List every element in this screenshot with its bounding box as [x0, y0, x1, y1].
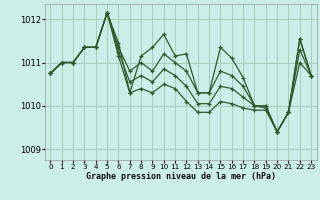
- X-axis label: Graphe pression niveau de la mer (hPa): Graphe pression niveau de la mer (hPa): [86, 172, 276, 181]
